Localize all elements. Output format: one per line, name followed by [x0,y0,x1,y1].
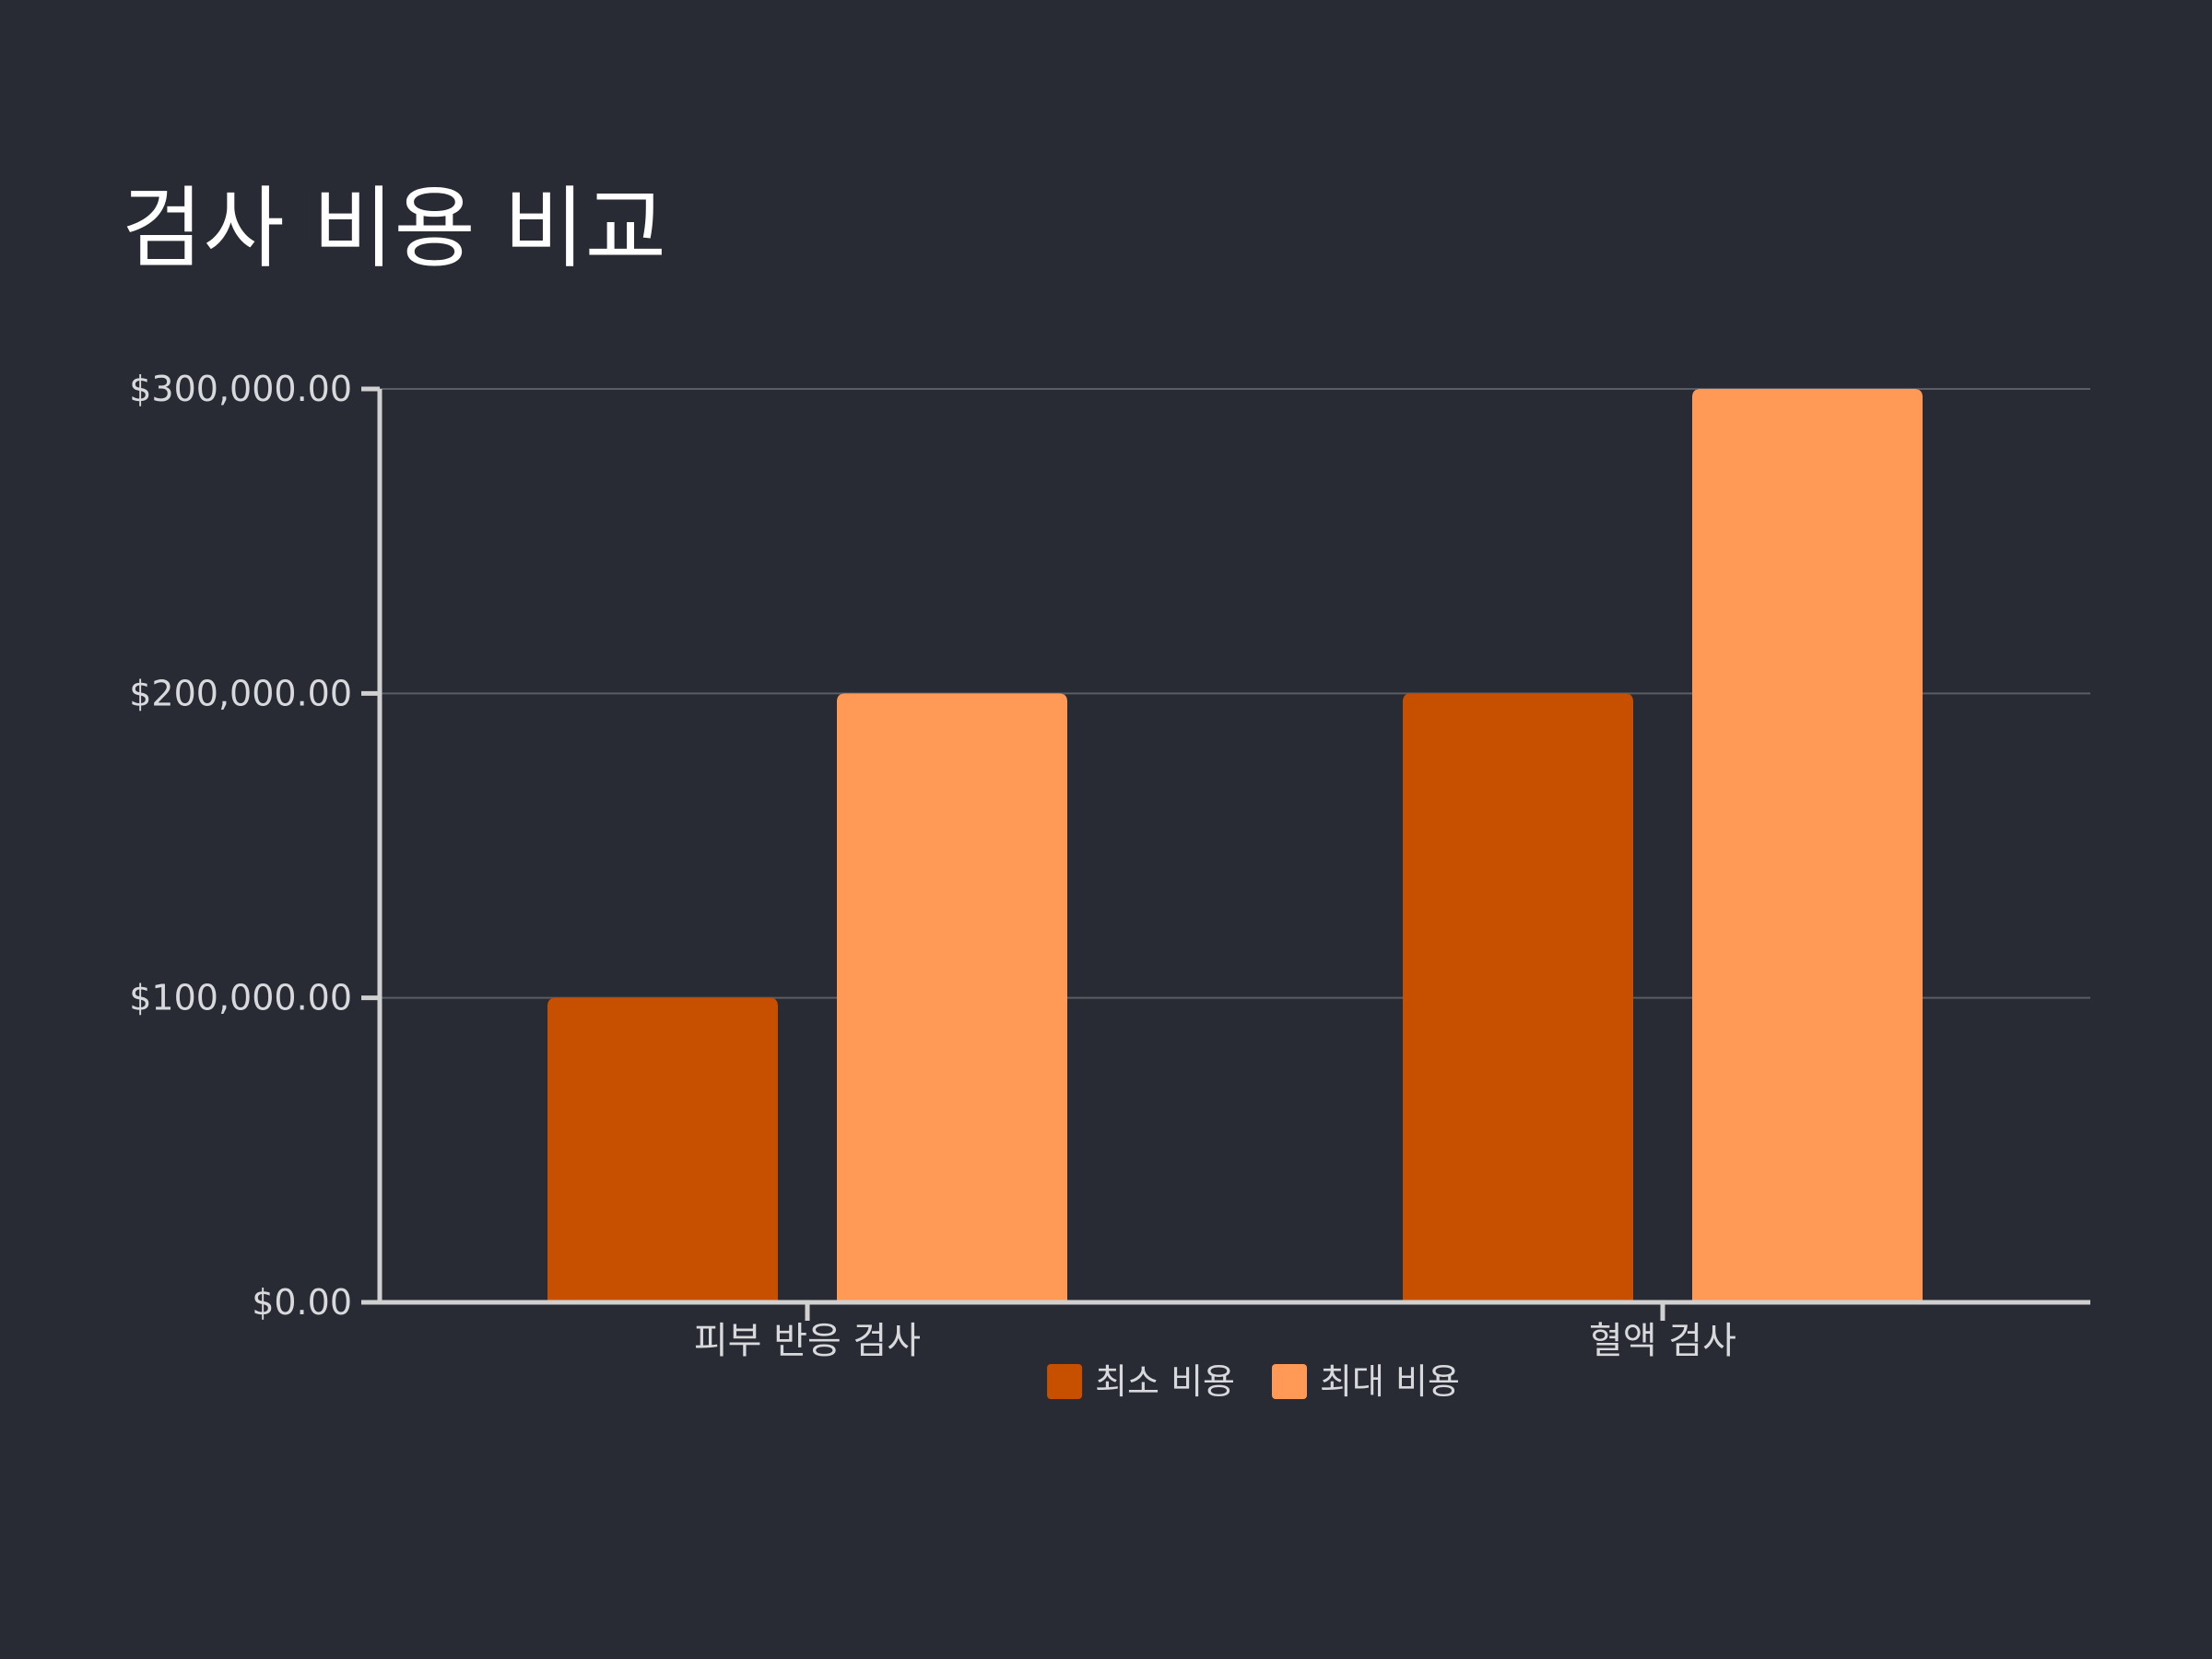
y-tick-label: $0.00 [252,1282,352,1323]
bars [547,389,1923,1302]
legend-swatch-min-cost [1047,1364,1083,1399]
bar-max-cost-0 [837,693,1067,1302]
y-tick-label: $200,000.00 [129,673,352,713]
axes [377,389,2090,1305]
y-tick-label: $300,000.00 [129,369,352,409]
bar-min-cost-0 [547,997,778,1302]
x-tick-label: 혈액 검사 [1589,1320,1736,1362]
legend: 최소 비용 최대 비용 [1047,1361,1460,1402]
chart-title: 검사 비용 비교 [122,177,666,280]
y-tick-label: $100,000.00 [129,978,352,1018]
x-ticks: 피부 반응 검사 혈액 검사 [694,1302,1736,1362]
legend-swatch-max-cost [1272,1364,1307,1399]
x-tick-label: 피부 반응 검사 [694,1320,921,1362]
bar-max-cost-1 [1692,389,1923,1302]
legend-label: 최대 비용 [1320,1361,1460,1402]
bar-min-cost-1 [1403,693,1633,1302]
y-ticks: $0.00 $100,000.00 $200,000.00 $300,000.00 [129,369,380,1323]
legend-label: 최소 비용 [1095,1361,1235,1402]
